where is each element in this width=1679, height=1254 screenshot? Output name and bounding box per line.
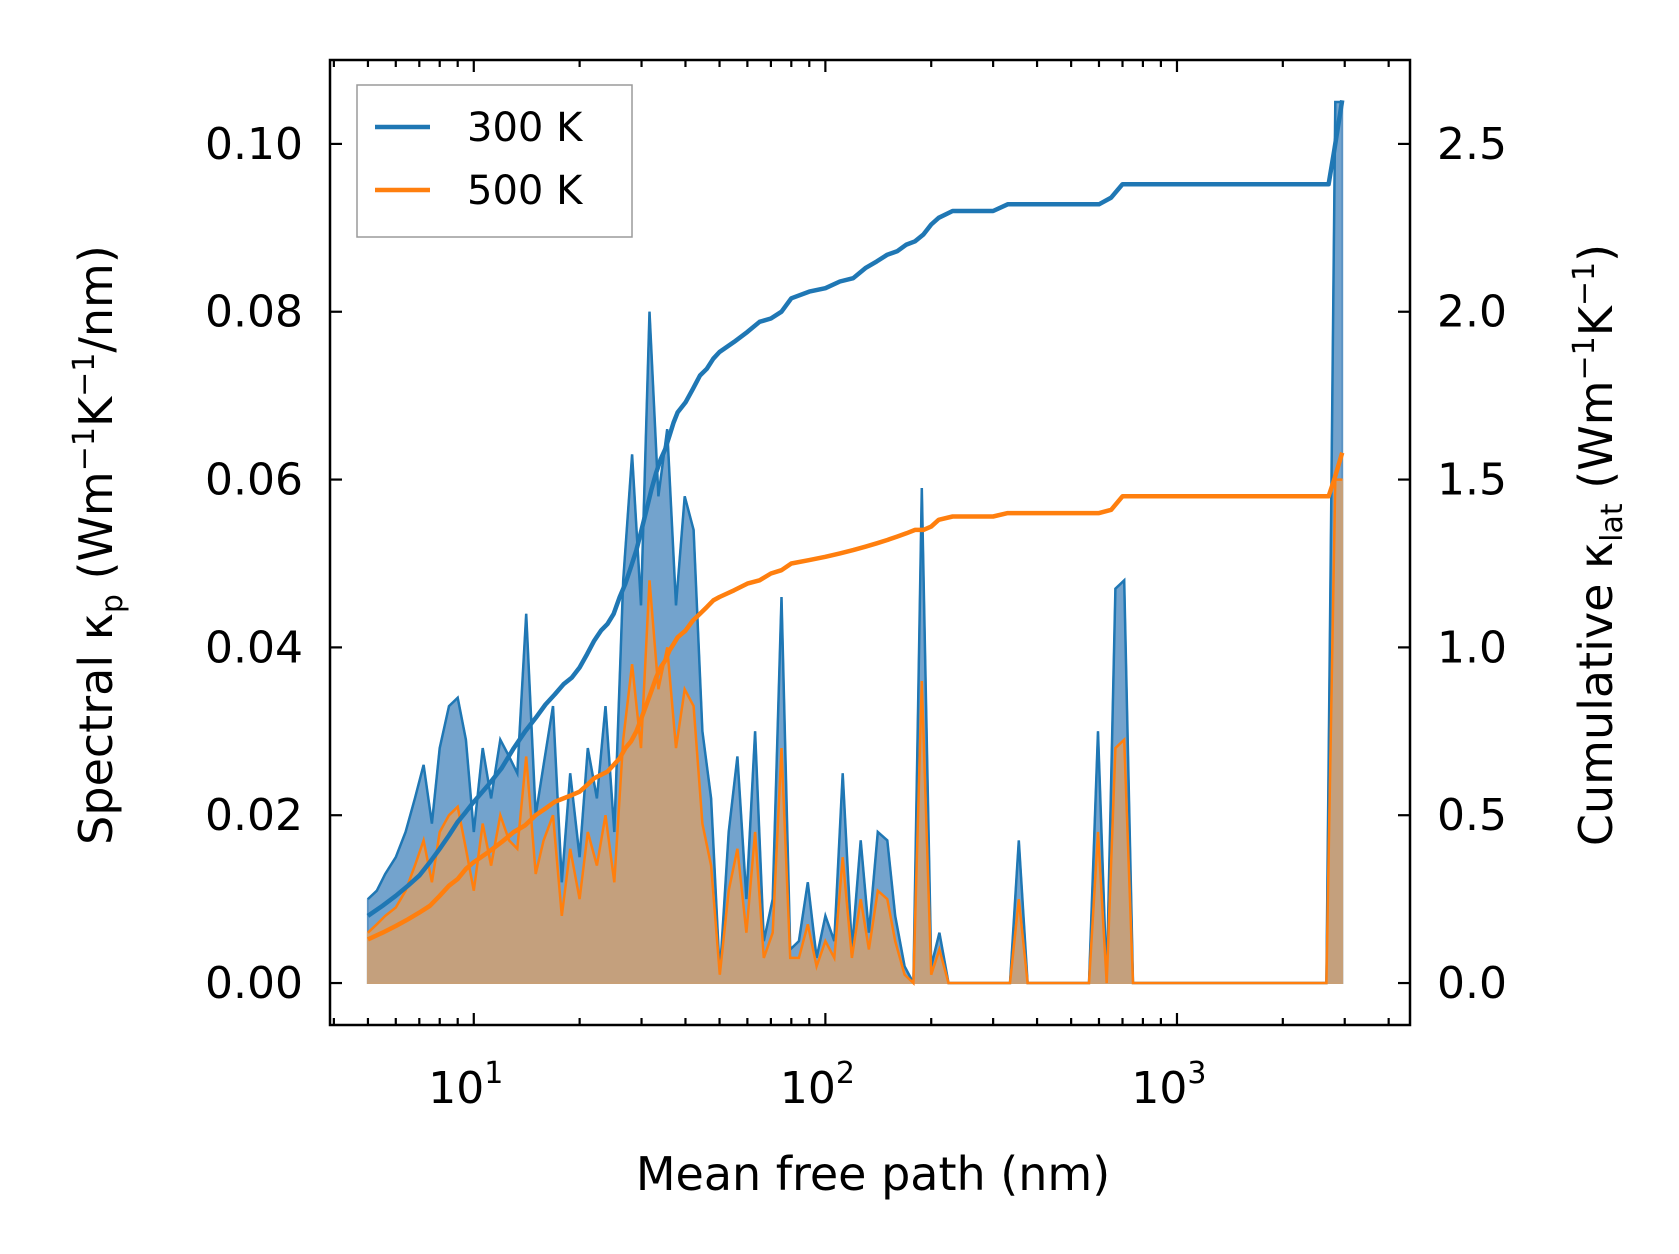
legend-box (356, 84, 633, 238)
y-right-tick-label: 0.5 (1437, 790, 1507, 841)
series-500k-cumulative-line (366, 452, 1345, 942)
y-left-tick-label: 0.00 (205, 958, 303, 1009)
y-right-tick-label: 0.0 (1437, 958, 1507, 1009)
x-axis-title: Mean free path (nm) (636, 1147, 1110, 1201)
legend: 300 K 500 K (356, 84, 633, 238)
y-left-tick-label: 0.08 (205, 287, 303, 338)
x-tick-label: 101 (428, 1056, 503, 1114)
y-left-tick-label: 0.04 (205, 622, 303, 673)
x-tick-label: 103 (1131, 1056, 1206, 1114)
series-500k-spectral-line (367, 478, 1343, 986)
y-left-tick-labels: 0.00 0.02 0.04 0.06 0.08 0.10 (205, 119, 303, 1009)
y-right-tick-label: 1.5 (1437, 455, 1507, 506)
y-right-tick-label: 1.0 (1437, 622, 1507, 673)
axes-frame (328, 58, 1412, 1027)
y-right-tick-labels: 0.0 0.5 1.0 1.5 2.0 2.5 (1437, 119, 1507, 1009)
y-left-tick-label: 0.10 (205, 119, 303, 170)
y-left-tick-label: 0.06 (205, 455, 303, 506)
y-right-axis-title: Cumulative κlat (Wm−1K−1) (1567, 244, 1630, 846)
series-300k-cumulative-line (366, 99, 1345, 918)
legend-label-300k: 300 K (467, 105, 584, 151)
legend-label-500k: 500 K (467, 168, 584, 214)
x-tick-label: 102 (780, 1056, 855, 1114)
y-right-tick-label: 2.0 (1437, 287, 1507, 338)
y-left-axis-title: Spectral κp (Wm−1K−1/nm) (67, 245, 130, 845)
plot-area (366, 99, 1345, 986)
y-left-tick-label: 0.02 (205, 790, 303, 841)
x-tick-labels: 101 102 103 (428, 1056, 1206, 1114)
y-right-tick-label: 2.5 (1437, 119, 1507, 170)
